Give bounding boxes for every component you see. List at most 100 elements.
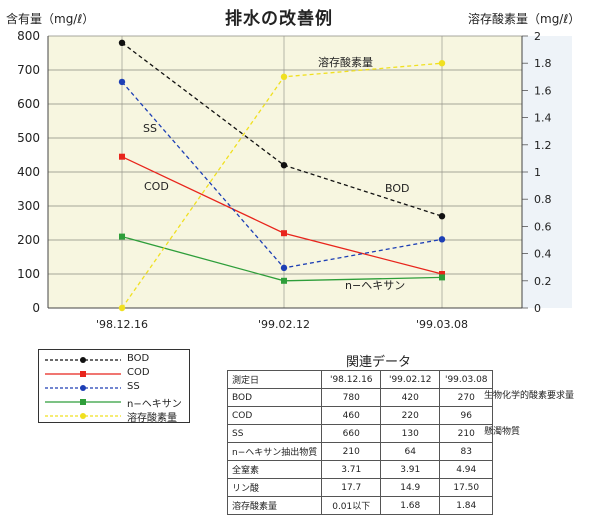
- chart: 0 100 200 300 400 500 600 700 800 0 0.2 0.4 0.6 0.8 1 1…: [17, 29, 572, 331]
- table-cell: 17.7: [321, 478, 382, 497]
- table-cell: 0.01以下: [321, 496, 382, 515]
- left-axis-label: 含有量（mg/ℓ）: [6, 12, 95, 26]
- table-row: 全窒素 3.71 3.91 4.94: [226, 460, 494, 479]
- y2-tick-label: 0.4: [534, 248, 552, 261]
- table-row: COD 460 220 96: [226, 406, 494, 425]
- legend-item-cod: COD: [39, 367, 189, 381]
- series-label: n−ヘキサン: [345, 279, 405, 292]
- table-header-row: 測定日 '98.12.16 '99.02.12 '99.03.08: [226, 370, 494, 389]
- data-point: [119, 233, 125, 240]
- table-cell: 420: [380, 388, 441, 407]
- data-point: [119, 153, 125, 160]
- y2-tick-label: 1.8: [534, 57, 552, 70]
- data-point: [280, 73, 288, 81]
- legend-item-hexane: n−ヘキサン: [39, 395, 189, 410]
- table-cell: 3.91: [380, 460, 441, 479]
- legend-item-ss: SS: [39, 381, 189, 395]
- table-cell: n−ヘキサン抽出物質: [226, 442, 323, 461]
- data-point: [438, 60, 446, 67]
- y2-tick-label: 0.6: [534, 220, 552, 233]
- y-tick-label: 600: [17, 97, 40, 111]
- right-axis-label: 溶存酸素量（mg/ℓ）: [468, 12, 581, 26]
- series-label: BOD: [385, 182, 409, 195]
- series-label: COD: [144, 180, 169, 193]
- table-cell: BOD: [226, 388, 323, 407]
- table-cell: 17.50: [439, 478, 494, 497]
- table-cell: 210: [321, 442, 382, 461]
- table-cell: 460: [321, 406, 382, 425]
- data-point: [438, 236, 446, 243]
- table-row: n−ヘキサン抽出物質 210 64 83: [226, 442, 494, 461]
- data-point: [280, 162, 288, 169]
- series-label: 溶存酸素量: [318, 55, 373, 69]
- y2-tick-label: 0: [534, 302, 541, 315]
- y-tick-label: 500: [17, 131, 40, 145]
- table-cell: 3.71: [321, 460, 382, 479]
- table-title: 関連データ: [346, 355, 412, 370]
- y2-tick-label: 1.6: [534, 84, 552, 97]
- y-tick-label: 300: [17, 199, 40, 213]
- data-point: [118, 304, 126, 312]
- y2-tick-label: 0.8: [534, 193, 552, 206]
- x-tick-label: '99.02.12: [258, 318, 310, 331]
- y-tick-label: 800: [17, 29, 40, 43]
- table-row: BOD 780 420 270: [226, 388, 494, 407]
- y-tick-label: 200: [17, 233, 40, 247]
- table-cell: 溶存酸素量: [226, 496, 323, 515]
- header-cell: '99.02.12: [380, 370, 441, 389]
- y2-tick-label: 1.2: [534, 139, 552, 152]
- table-row: リン酸 17.7 14.9 17.50: [226, 478, 494, 497]
- y2-tick-label: 1: [534, 166, 541, 179]
- chart-title: 排水の改善例: [225, 9, 333, 29]
- legend-item-do: 溶存酸素量: [39, 409, 189, 424]
- x-tick-label: '99.03.08: [416, 318, 468, 331]
- header-cell: '98.12.16: [321, 370, 382, 389]
- table-row: SS 660 130 210: [226, 424, 494, 443]
- table-cell: 64: [380, 442, 441, 461]
- table-cell: 1.68: [380, 496, 441, 515]
- table-cell: 780: [321, 388, 382, 407]
- x-tick-label: '98.12.16: [96, 318, 148, 331]
- y-tick-label: 400: [17, 165, 40, 179]
- table-note-bod: 生物化学的酸素要求量: [484, 391, 575, 401]
- data-point: [280, 264, 288, 272]
- table-row: 溶存酸素量 0.01以下 1.68 1.84: [226, 496, 494, 515]
- data-point: [281, 277, 287, 284]
- table-cell: 1.84: [439, 496, 494, 515]
- y2-tick-label: 1.4: [534, 112, 552, 125]
- table-cell: 4.94: [439, 460, 494, 479]
- data-point: [281, 230, 287, 237]
- legend-label: COD: [127, 367, 150, 378]
- y2-tick-label: 0.2: [534, 275, 552, 288]
- data-point: [439, 274, 445, 281]
- table-cell: 全窒素: [226, 460, 323, 479]
- table-cell: 96: [439, 406, 494, 425]
- related-data-table: 測定日 '98.12.16 '99.02.12 '99.03.08 BOD 78…: [226, 370, 494, 515]
- y-tick-label: 0: [32, 301, 40, 315]
- table-cell: 130: [380, 424, 441, 443]
- legend-item-bod: BOD: [39, 353, 189, 367]
- legend-label: BOD: [127, 353, 150, 364]
- series-label: SS: [143, 122, 157, 135]
- y-tick-label: 700: [17, 63, 40, 77]
- header-cell: 測定日: [226, 370, 323, 389]
- right-axis-band: [522, 36, 572, 308]
- legend-label: SS: [127, 381, 140, 392]
- legend-label: n−ヘキサン: [127, 399, 182, 410]
- data-point: [439, 271, 445, 277]
- data-point: [438, 213, 446, 220]
- data-point: [118, 78, 126, 86]
- table-cell: COD: [226, 406, 323, 425]
- table-cell: 220: [380, 406, 441, 425]
- header-cell: '99.03.08: [439, 370, 494, 389]
- data-point: [118, 39, 126, 46]
- table-cell: 660: [321, 424, 382, 443]
- table-note-ss: 懸濁物質: [484, 427, 521, 437]
- table-cell: 83: [439, 442, 494, 461]
- table-cell: 14.9: [380, 478, 441, 497]
- legend: BOD COD SS n−ヘキサン 溶存酸素量: [38, 349, 190, 424]
- y-tick-label: 100: [17, 267, 40, 281]
- legend-label: 溶存酸素量: [127, 413, 177, 424]
- table-cell: SS: [226, 424, 323, 443]
- y2-tick-label: 2: [534, 30, 541, 43]
